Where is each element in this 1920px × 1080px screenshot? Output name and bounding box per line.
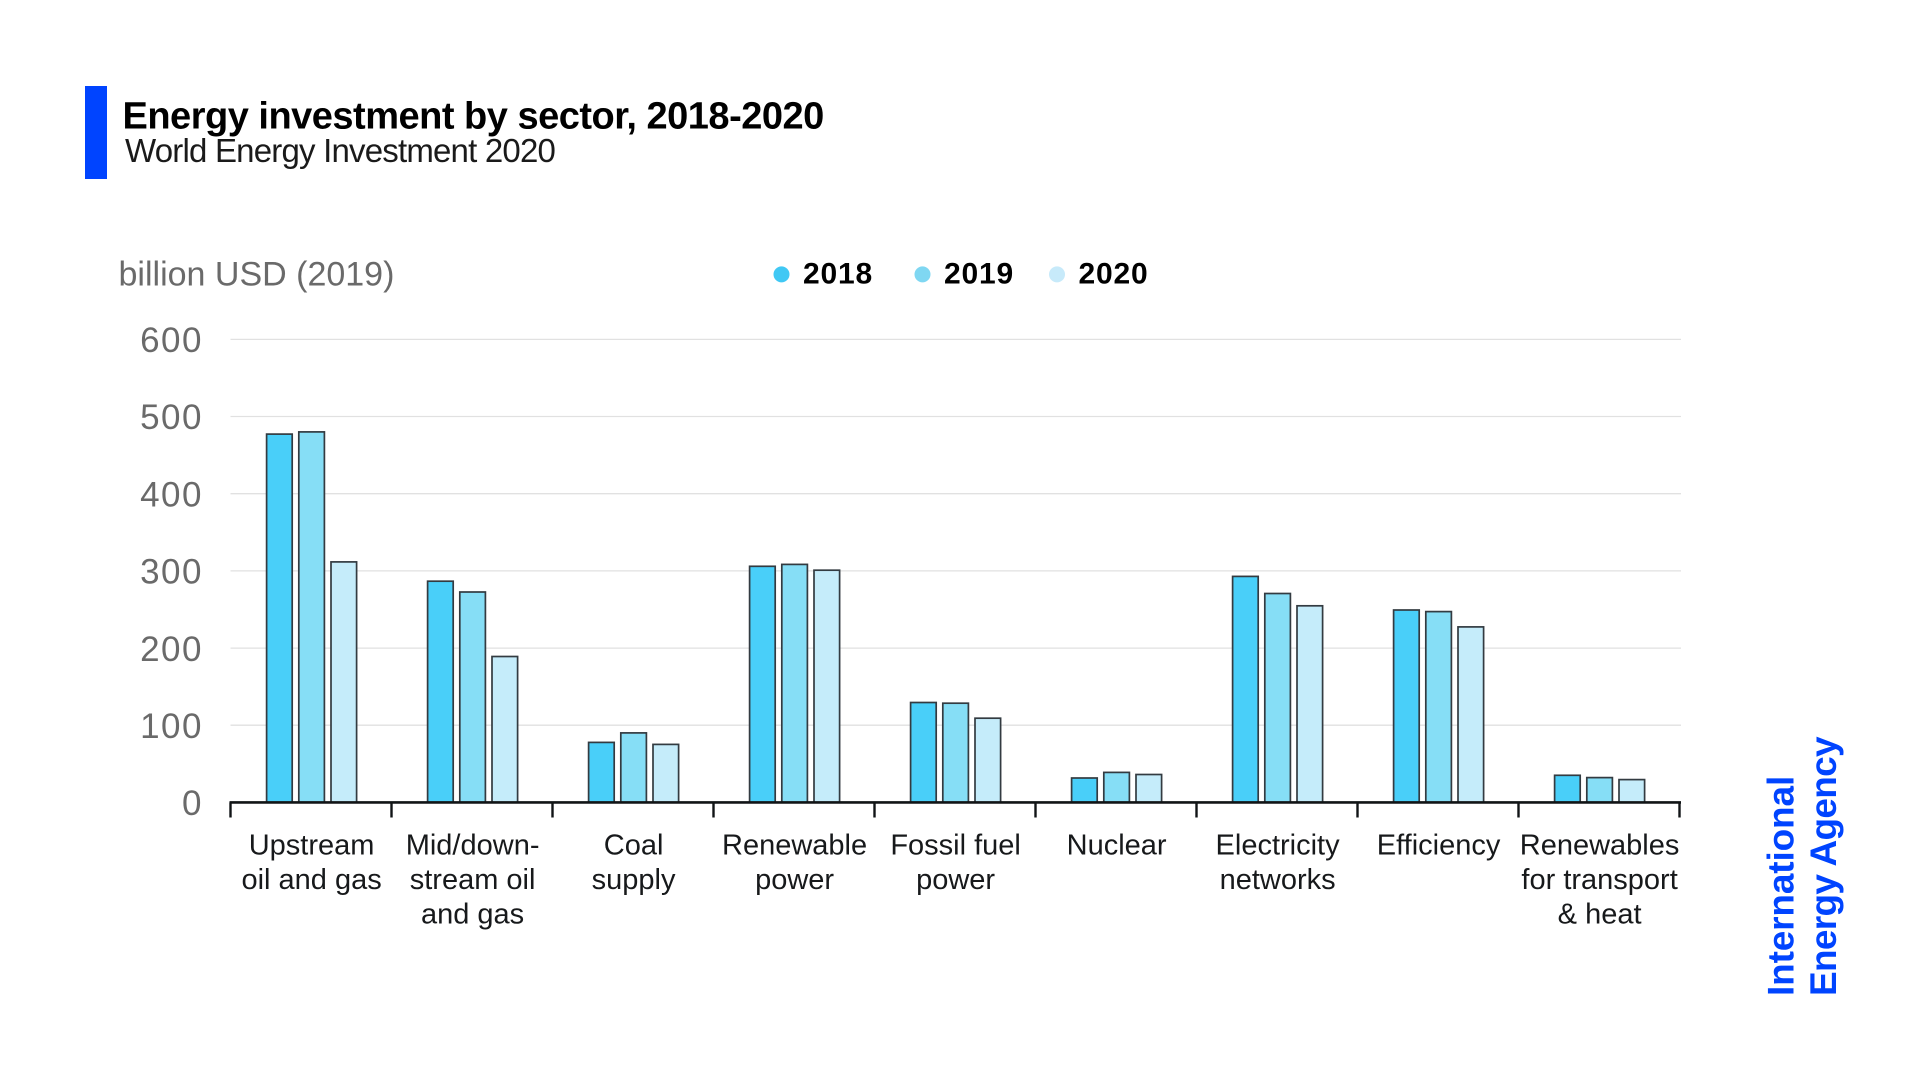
svg-text:Electricity: Electricity (1216, 829, 1341, 861)
svg-text:100: 100 (140, 707, 203, 746)
svg-text:and gas: and gas (421, 898, 524, 930)
svg-text:2019: 2019 (944, 257, 1014, 290)
svg-text:0: 0 (182, 784, 203, 823)
svg-text:power: power (755, 864, 834, 896)
svg-text:Renewables: Renewables (1520, 829, 1680, 861)
svg-text:networks: networks (1220, 864, 1336, 896)
svg-text:supply: supply (592, 864, 676, 896)
svg-text:500: 500 (140, 398, 203, 437)
svg-text:200: 200 (140, 630, 203, 669)
svg-text:Upstream: Upstream (249, 829, 375, 861)
svg-text:Mid/down-: Mid/down- (406, 829, 540, 861)
svg-text:Fossil fuel: Fossil fuel (890, 829, 1021, 861)
svg-text:InternationalEnergy Agency: InternationalEnergy Agency (1761, 736, 1845, 996)
svg-text:Renewable: Renewable (722, 829, 867, 861)
svg-text:400: 400 (140, 475, 203, 514)
svg-text:power: power (916, 864, 995, 896)
svg-text:billion USD (2019): billion USD (2019) (119, 256, 395, 294)
svg-text:World Energy Investment 2020: World Energy Investment 2020 (125, 132, 556, 169)
svg-text:Coal: Coal (604, 829, 664, 861)
svg-text:Nuclear: Nuclear (1067, 829, 1167, 861)
svg-text:& heat: & heat (1558, 898, 1642, 930)
svg-text:Efficiency: Efficiency (1377, 829, 1501, 861)
svg-text:2018: 2018 (803, 257, 873, 290)
svg-text:oil and gas: oil and gas (241, 864, 381, 896)
svg-text:600: 600 (140, 321, 203, 360)
svg-text:300: 300 (140, 553, 203, 592)
svg-text:for transport: for transport (1521, 864, 1677, 896)
svg-text:stream oil: stream oil (410, 864, 536, 896)
svg-text:2020: 2020 (1079, 257, 1149, 290)
svg-text:Energy investment by sector, 2: Energy investment by sector, 2018-2020 (123, 96, 824, 138)
